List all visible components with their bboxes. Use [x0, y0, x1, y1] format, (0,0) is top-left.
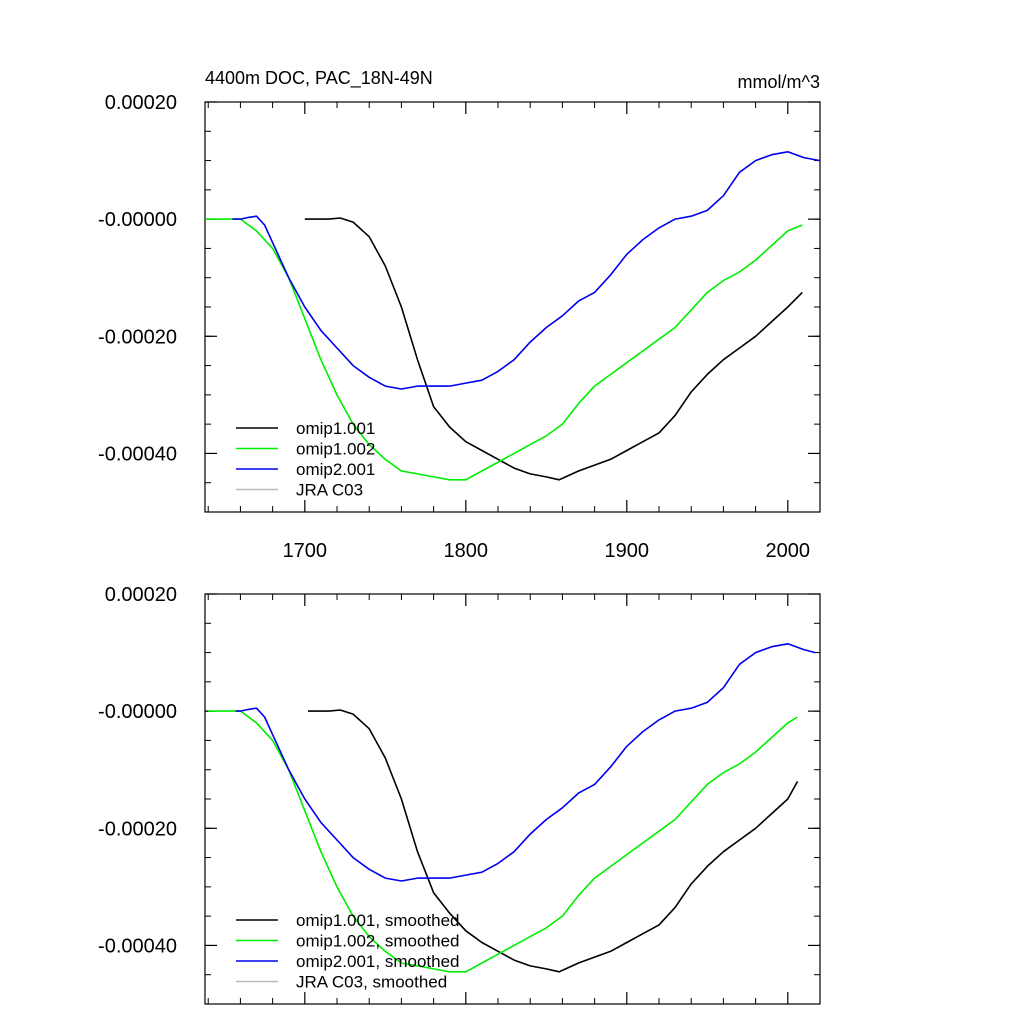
legend-label: omip1.001 [296, 419, 375, 438]
legend-label: omip1.002 [296, 440, 375, 459]
x-tick-label: 2000 [766, 540, 811, 562]
legend-label: omip1.001, smoothed [296, 911, 460, 930]
legend-label: omip1.002, smoothed [296, 932, 460, 951]
x-tick-label: 1700 [283, 540, 328, 562]
legend-label: JRA C03, smoothed [296, 973, 447, 992]
y-tick-label: 0.00020 [105, 92, 177, 114]
units-label: mmol/m^3 [738, 72, 820, 92]
y-tick-label: -0.00000 [98, 701, 177, 723]
series-line-omip1-002 [205, 218, 803, 481]
x-tick-label: 1800 [444, 540, 489, 562]
series-line-omip1-001 [308, 709, 799, 973]
y-tick-label: -0.00040 [98, 935, 177, 957]
series-line-omip2-001 [232, 151, 821, 390]
chart-title: 4400m DOC, PAC_18N-49N [205, 68, 433, 89]
series-line-omip1-001 [304, 217, 803, 481]
legend-label: omip2.001, smoothed [296, 952, 460, 971]
y-tick-label: -0.00020 [98, 326, 177, 348]
legend-label: JRA C03 [296, 481, 363, 500]
y-tick-label: 0.00020 [105, 584, 177, 606]
chart-panel-2: 0.00020 -0.00000 -0.00020 -0.00040 omip1.001… [98, 584, 821, 1005]
legend-label: omip2.001 [296, 460, 375, 479]
series-line-omip1-002 [208, 710, 798, 973]
y-tick-label: -0.00040 [98, 443, 177, 465]
x-tick-label: 1900 [605, 540, 650, 562]
y-tick-label: -0.00020 [98, 818, 177, 840]
series-line-omip2-001 [235, 642, 816, 882]
chart-panel-1: 0.00020 -0.00000 -0.00020 -0.00040 1700 1800 1… [98, 68, 821, 562]
y-tick-label: -0.00000 [98, 209, 177, 231]
